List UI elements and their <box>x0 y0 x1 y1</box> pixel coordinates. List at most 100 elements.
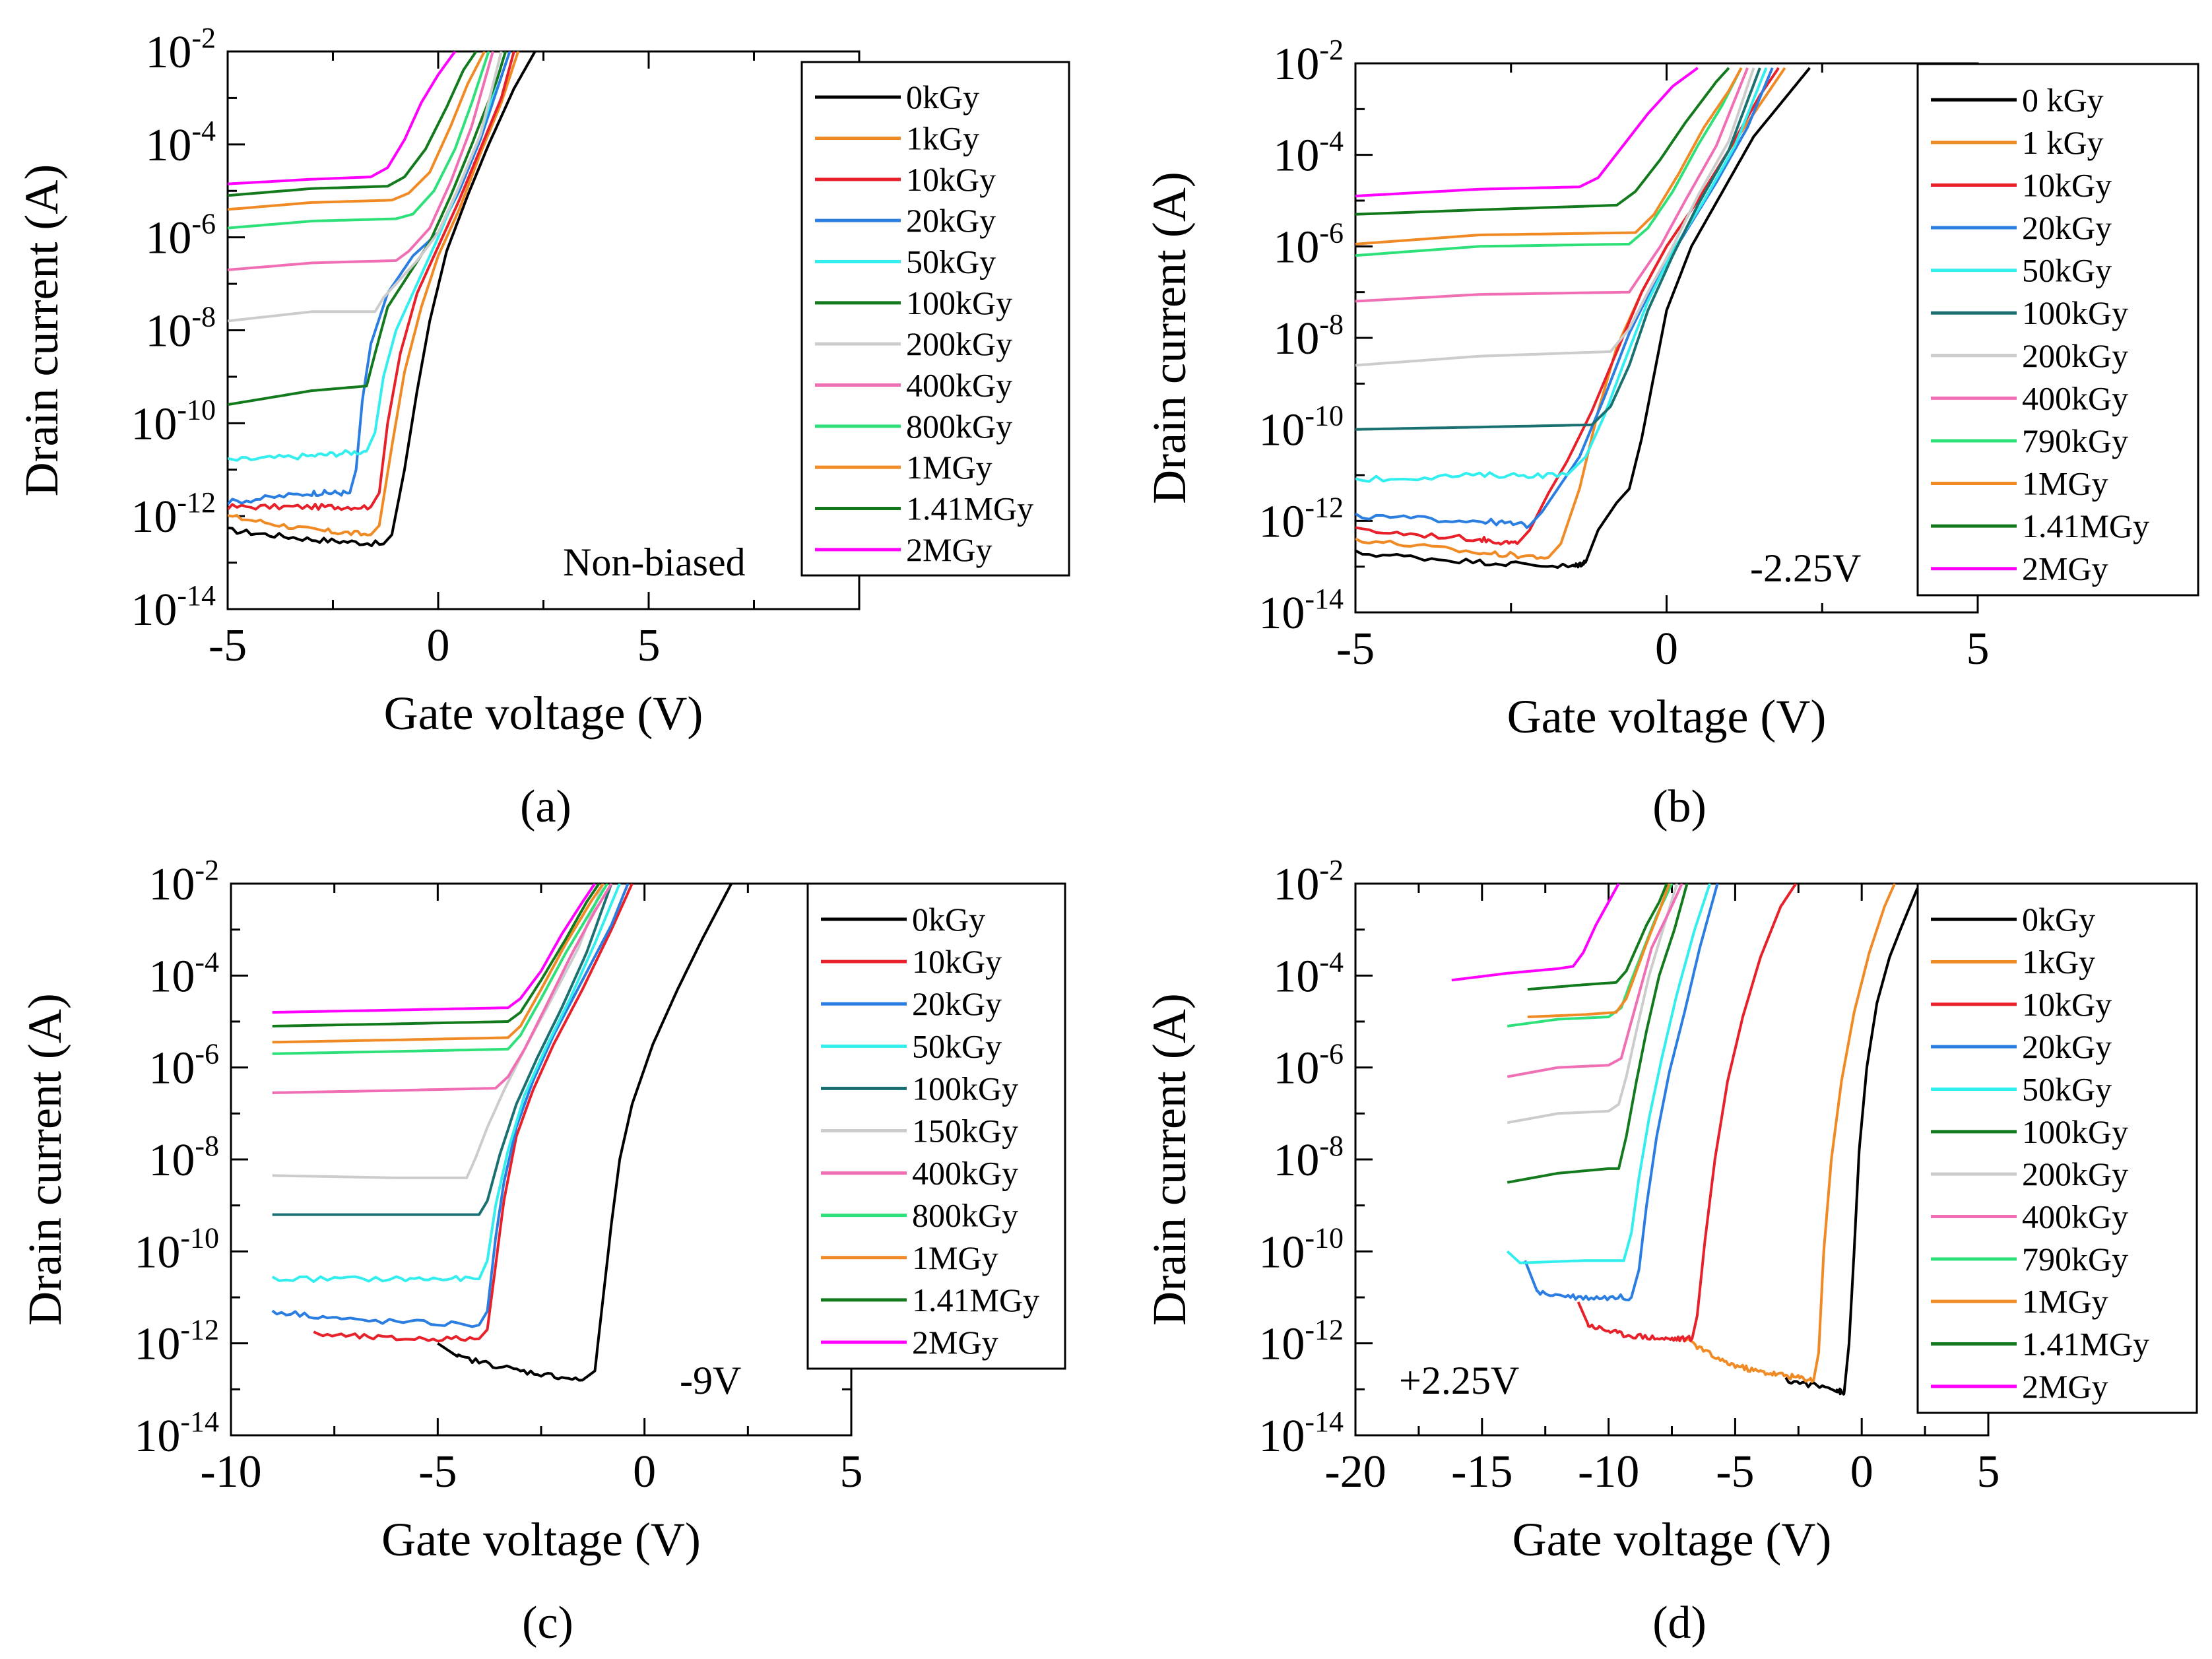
legend-label: 150kGy <box>912 1113 1018 1150</box>
x-tick-label: -5 <box>209 620 247 671</box>
y-tick-label: 10-10 <box>134 1221 219 1278</box>
legend-box <box>806 882 1066 1370</box>
series-line-0kGy <box>228 51 537 548</box>
legend-label: 1.41MGy <box>2022 507 2149 544</box>
panel-caption: (c) <box>522 1598 573 1648</box>
y-tick-label: 10-4 <box>145 115 216 171</box>
legend-label: 400kGy <box>2022 379 2128 416</box>
legend-box <box>800 61 1070 577</box>
y-tick-label: 10-8 <box>148 1130 219 1186</box>
x-tick-label: 5 <box>1967 624 1990 674</box>
legend-label: 400kGy <box>906 367 1012 404</box>
legend-label: 10kGy <box>906 161 996 198</box>
y-tick-label: 10-2 <box>1273 34 1344 90</box>
series-line-200kGy <box>1507 884 1679 1124</box>
y-tick-label: 10-12 <box>1258 491 1344 547</box>
legend-label: 2MGy <box>2022 550 2108 587</box>
series-line-1MGy <box>1527 884 1671 1018</box>
legend: 0 kGy 1 kGy 10kGy 20kGy 50kGy 100kGy 200kGy 400… <box>1916 63 2199 597</box>
series-line-20kGy <box>1524 884 1719 1301</box>
series-line-50kGy <box>1355 67 1768 483</box>
legend-label: 10kGy <box>2022 166 2112 203</box>
x-axis-label: Gate voltage (V) <box>1507 690 1827 743</box>
legend-label: 400kGy <box>912 1155 1018 1192</box>
y-tick-label: 10-14 <box>131 579 216 635</box>
series-line-2MGy <box>228 51 457 185</box>
y-tick-label: 10-6 <box>148 1038 219 1094</box>
series-line-0 kGy <box>1355 67 1811 569</box>
y-tick-label: 10-10 <box>131 393 216 449</box>
y-tick-label: 10-10 <box>1258 400 1344 456</box>
legend-label: 1MGy <box>912 1239 998 1276</box>
y-tick-label: 10-6 <box>145 208 216 264</box>
series-line-400kGy <box>1507 884 1683 1078</box>
chart-d: 10-2 10-4 10-6 10-8 10-10 10-12 10-14-20 -15 -10… <box>1143 854 2198 1648</box>
legend-label: 1.41MGy <box>2022 1326 2149 1363</box>
series-line-50kGy <box>1506 884 1711 1264</box>
y-tick-label: 10-4 <box>1273 125 1344 181</box>
panel-caption: (a) <box>520 781 571 832</box>
x-tick-label: 5 <box>840 1447 863 1497</box>
y-tick-label: 10-10 <box>1258 1221 1344 1278</box>
series-line-400kGy <box>228 51 494 271</box>
series-group <box>1355 67 1811 569</box>
series-line-100kGy <box>1355 67 1761 431</box>
y-tick-label: 10-14 <box>134 1406 219 1462</box>
bias-annotation: Non-biased <box>563 540 746 584</box>
legend-label: 0kGy <box>912 901 985 938</box>
x-tick-label: 5 <box>1977 1447 2000 1497</box>
legend-label: 50kGy <box>2022 252 2112 289</box>
legend: 0kGy 1kGy 10kGy 20kGy 50kGy 100kGy 200kGy 400kG… <box>1916 882 2198 1414</box>
legend-label: 1.41MGy <box>906 490 1033 527</box>
series-line-100kGy <box>272 884 613 1216</box>
series-line-800kGy <box>228 51 490 230</box>
series-line-20kGy <box>228 51 511 505</box>
legend-label: 800kGy <box>906 408 1012 445</box>
series-group <box>271 884 733 1382</box>
series-line-790kGy <box>1355 67 1743 257</box>
x-tick-label: -20 <box>1324 1447 1386 1497</box>
legend-box <box>1916 63 2199 597</box>
x-tick-label: -5 <box>1716 1447 1754 1497</box>
y-axis-label: Drain current (A) <box>1143 172 1196 504</box>
legend-label: 50kGy <box>912 1027 1002 1064</box>
series-line-1MGy <box>272 884 604 1044</box>
x-axis-label: Gate voltage (V) <box>1513 1513 1832 1566</box>
y-tick-label: 10-6 <box>1273 1038 1344 1094</box>
bias-annotation: -2.25V <box>1750 546 1861 590</box>
x-tick-label: 5 <box>637 620 661 671</box>
legend-label: 100kGy <box>2022 1113 2128 1150</box>
legend-label: 1kGy <box>906 120 979 157</box>
legend-label: 200kGy <box>2022 1155 2128 1192</box>
chart-b: 10-2 10-4 10-6 10-8 10-10 10-12 10-14-5 0 5 Gate … <box>1143 34 2199 832</box>
bias-annotation: +2.25V <box>1399 1359 1519 1402</box>
series-line-400kGy <box>272 884 613 1094</box>
series-line-100kGy <box>228 51 507 407</box>
legend-label: 100kGy <box>2022 294 2128 331</box>
chart-c: 10-2 10-4 10-6 10-8 10-10 10-12 10-14-10 -5 0 5 Ga… <box>18 854 1066 1648</box>
legend-label: 20kGy <box>2022 209 2112 246</box>
x-tick-label: -5 <box>418 1447 457 1497</box>
x-tick-label: -10 <box>1578 1447 1639 1497</box>
series-line-0kGy <box>437 884 733 1382</box>
series-line-2MGy <box>1355 67 1699 198</box>
plot-frame <box>230 882 853 1437</box>
series-line-400kGy <box>1355 67 1749 303</box>
plot-frame <box>1354 882 1990 1437</box>
y-tick-label: 10-12 <box>131 486 216 542</box>
series-line-50kGy <box>271 884 621 1284</box>
legend-label: 1MGy <box>2022 1283 2108 1320</box>
legend-label: 0kGy <box>2022 901 2095 938</box>
legend-label: 10kGy <box>912 943 1002 980</box>
legend-label: 0kGy <box>906 79 979 115</box>
legend-label: 1MGy <box>2022 465 2108 502</box>
bias-annotation: -9V <box>680 1359 741 1402</box>
series-line-1.41MGy <box>228 51 478 197</box>
x-tick-label: -5 <box>1336 624 1375 674</box>
y-tick-label: 10-14 <box>1258 583 1344 639</box>
series-line-1 kGy <box>1355 67 1786 560</box>
series-line-10kGy <box>228 51 515 511</box>
series-line-1MGy <box>228 51 486 211</box>
plot-frame <box>1354 62 1979 614</box>
y-tick-label: 10-8 <box>145 301 216 357</box>
